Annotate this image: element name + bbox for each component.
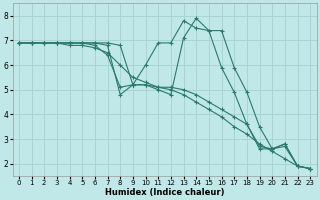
X-axis label: Humidex (Indice chaleur): Humidex (Indice chaleur) [105,188,224,197]
